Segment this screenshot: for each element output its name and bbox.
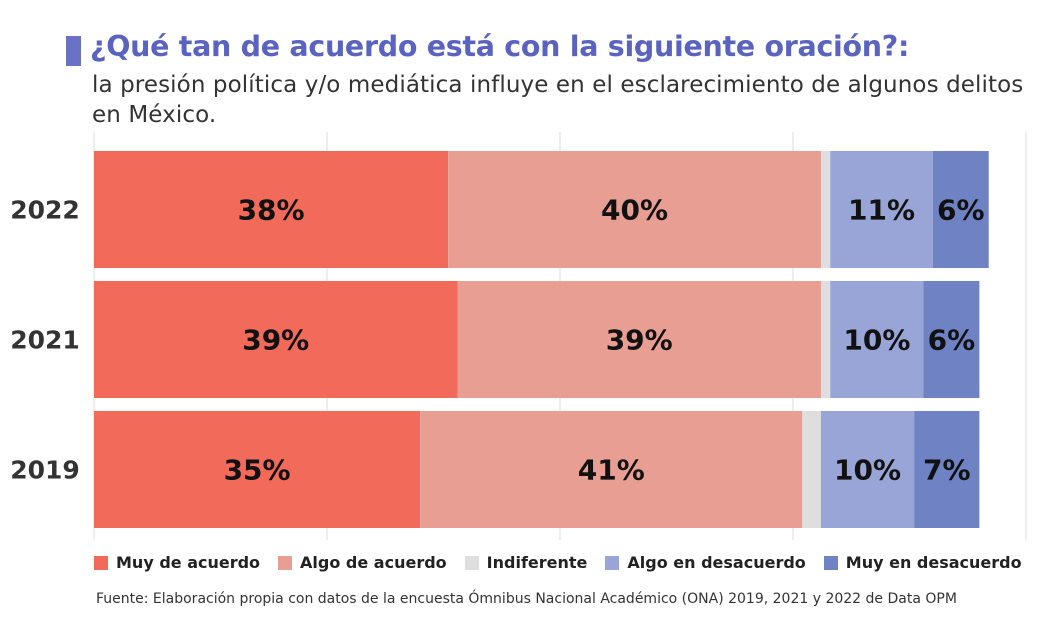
bar-2019-algo-en-desacuerdo: [820, 411, 915, 528]
bar-2021-algo-de-acuerdo: [457, 281, 821, 398]
title-accent-bar: [66, 36, 81, 66]
legend-label-muy-de-acuerdo: Muy de acuerdo: [116, 553, 261, 572]
bar-2022-muy-en-desacuerdo: [932, 151, 989, 268]
legend-label-indiferente: Indiferente: [486, 553, 588, 572]
bar-2021-indiferente: [820, 281, 831, 398]
data-label-2019-muy-de-acuerdo: 35%: [224, 454, 291, 487]
legend-label-muy-en-desacuerdo: Muy en desacuerdo: [845, 553, 1022, 572]
bar-2019-algo-de-acuerdo: [420, 411, 803, 528]
bar-2022-algo-de-acuerdo: [448, 151, 821, 268]
year-label-2019: 2019: [10, 456, 80, 485]
chart-title: ¿Qué tan de acuerdo está con la siguient…: [90, 30, 910, 63]
bar-2022-indiferente: [820, 151, 831, 268]
chart-subtitle: la presión política y/o mediática influy…: [92, 72, 1024, 128]
data-label-2022-algo-de-acuerdo: 40%: [601, 194, 668, 227]
data-label-2019-algo-en-desacuerdo: 10%: [834, 454, 901, 487]
data-label-2021-algo-de-acuerdo: 39%: [606, 324, 673, 357]
legend-swatch-algo-en-desacuerdo: [605, 555, 620, 570]
legend-item-muy-en-desacuerdo: Muy en desacuerdo: [823, 553, 1022, 572]
source-note: Fuente: Elaboración propia con datos de …: [96, 591, 957, 607]
legend-swatch-muy-de-acuerdo: [94, 555, 108, 570]
legend-label-algo-en-desacuerdo: Algo en desacuerdo: [627, 553, 806, 572]
data-label-2022-algo-en-desacuerdo: 11%: [848, 194, 915, 227]
bar-2021-muy-de-acuerdo: [94, 281, 458, 398]
data-label-2021-algo-en-desacuerdo: 10%: [843, 324, 910, 357]
bar-2021-muy-en-desacuerdo: [923, 281, 980, 398]
legend-item-indiferente: Indiferente: [464, 553, 588, 572]
year-label-2021: 2021: [10, 326, 80, 355]
legend-label-algo-de-acuerdo: Algo de acuerdo: [300, 553, 447, 572]
legend-item-algo-en-desacuerdo: Algo en desacuerdo: [605, 553, 806, 572]
legend-swatch-algo-de-acuerdo: [278, 555, 293, 570]
data-label-2022-muy-en-desacuerdo: 6%: [937, 194, 985, 227]
bar-2019-indiferente: [802, 411, 821, 528]
data-label-2021-muy-en-desacuerdo: 6%: [928, 324, 976, 357]
legend-swatch-indiferente: [464, 555, 479, 570]
bar-2022-muy-de-acuerdo: [94, 151, 449, 268]
data-label-2019-muy-en-desacuerdo: 7%: [923, 454, 971, 487]
bar-2019-muy-de-acuerdo: [94, 411, 421, 528]
data-label-2019-algo-de-acuerdo: 41%: [578, 454, 645, 487]
legend-swatch-muy-en-desacuerdo: [823, 555, 838, 570]
bar-2022-algo-en-desacuerdo: [830, 151, 933, 268]
bar-2021-algo-en-desacuerdo: [830, 281, 924, 398]
legend-item-muy-de-acuerdo: Muy de acuerdo: [94, 553, 260, 572]
legend-item-algo-de-acuerdo: Algo de acuerdo: [278, 553, 447, 572]
year-label-2022: 2022: [10, 196, 80, 225]
legend: Muy de acuerdo Algo de acuerdo Indiferente…: [94, 553, 1040, 572]
bar-2019-muy-en-desacuerdo: [914, 411, 980, 528]
data-label-2022-muy-de-acuerdo: 38%: [238, 194, 305, 227]
data-label-2021-muy-de-acuerdo: 39%: [242, 324, 309, 357]
